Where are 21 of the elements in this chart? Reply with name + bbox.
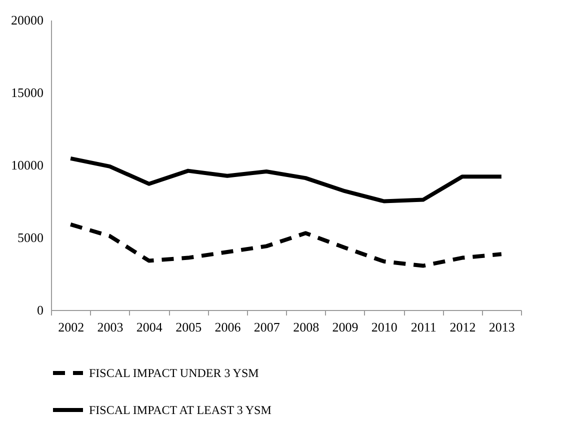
x-tick-label: 2006 (214, 320, 242, 334)
y-tick-label: 0 (37, 302, 44, 318)
legend-label: FISCAL IMPACT UNDER 3 YSM (89, 366, 260, 380)
x-tick-label: 2010 (371, 320, 398, 334)
line-series (68, 156, 504, 204)
x-tick-label: 2012 (450, 320, 476, 334)
y-tick-label: 15000 (11, 85, 44, 100)
x-tick-label: 2007 (254, 320, 280, 334)
line-series (68, 222, 504, 268)
x-tick-label: 2009 (332, 320, 358, 334)
y-tick-label: 5000 (18, 230, 44, 245)
y-tick-label: 10000 (11, 158, 44, 172)
x-tick-label: 2008 (293, 320, 320, 334)
x-tick-label: 2005 (176, 320, 202, 334)
y-tick-label: 20000 (11, 12, 44, 28)
legend-label: FISCAL IMPACT AT LEAST 3 YSM (89, 403, 272, 417)
x-tick-label: 2002 (58, 320, 84, 334)
x-tick-label: 2003 (97, 320, 124, 334)
x-tick-label: 2011 (410, 320, 436, 334)
x-tick-label: 2013 (488, 320, 515, 334)
x-tick-label: 2004 (136, 320, 163, 334)
